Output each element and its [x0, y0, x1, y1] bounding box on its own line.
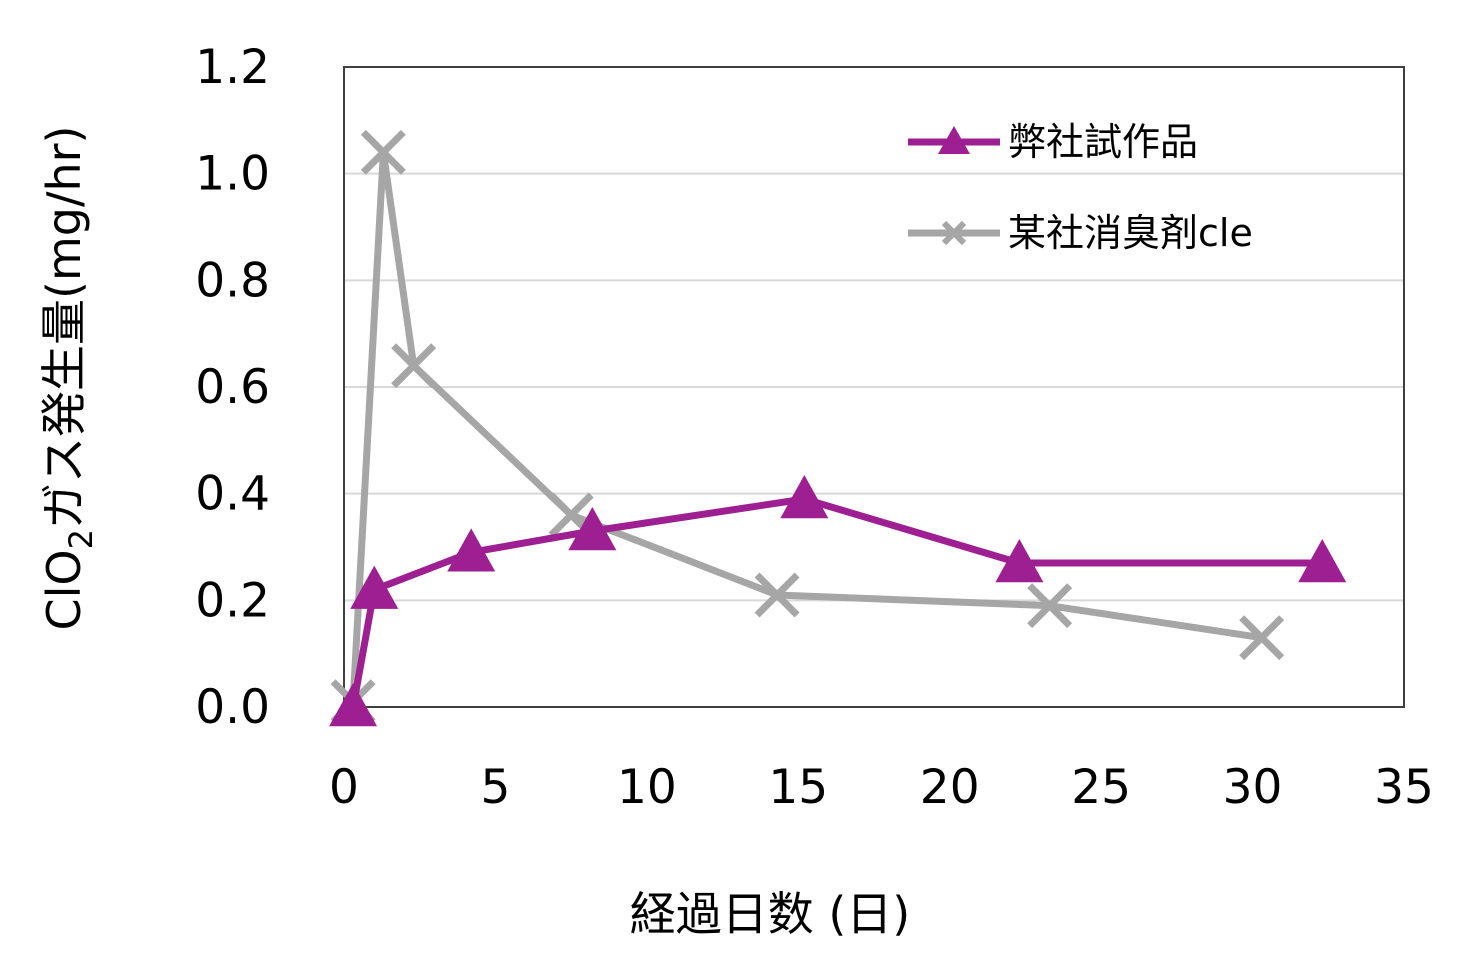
y-tick-label-0: 0.0	[195, 680, 270, 735]
y-axis-title-subscript: 2	[62, 529, 100, 549]
x-tick-label-3: 15	[768, 760, 828, 815]
x-axis-title: 経過日数 (日)	[630, 887, 911, 941]
legend-item-1: 某社消臭剤cle	[908, 211, 1253, 255]
x-axis-tick-labels: 0 5 10 15 20 25 30 35	[329, 760, 1434, 815]
y-axis-title-main: ClO	[37, 549, 91, 630]
y-axis-tick-labels: 0.0 0.2 0.4 0.6 0.8 1.0 1.2	[195, 40, 270, 735]
x-tick-label-7: 35	[1374, 760, 1434, 815]
series-1-point-4	[754, 572, 800, 618]
series-1-point-2	[391, 343, 437, 389]
x-tick-label-6: 30	[1223, 760, 1283, 815]
series-0-line	[349, 495, 1323, 708]
x-tick-label-5: 25	[1071, 760, 1131, 815]
y-tick-label-1: 0.2	[195, 573, 270, 628]
y-tick-label-4: 0.8	[195, 253, 270, 308]
series-0-point-3	[568, 507, 617, 551]
x-tick-label-4: 20	[920, 760, 980, 815]
series-1-point-1	[360, 129, 406, 175]
y-axis-title: ClO2ガス発生量(mg/hr)	[37, 126, 100, 631]
series-1-point-6	[1239, 615, 1285, 661]
legend-item-0: 弊社試作品	[908, 120, 1198, 164]
plot-area-frame	[343, 66, 1405, 708]
series-0	[329, 475, 1347, 727]
series-0-point-2	[447, 528, 496, 572]
legend-label-0: 弊社試作品	[1008, 120, 1198, 164]
y-tick-label-2: 0.4	[195, 467, 270, 522]
x-tick-label-0: 0	[329, 760, 359, 815]
y-tick-label-5: 1.0	[195, 147, 270, 202]
x-tick-label-2: 10	[617, 760, 677, 815]
y-tick-label-6: 1.2	[195, 40, 270, 95]
legend-label-1: 某社消臭剤cle	[1008, 211, 1253, 255]
series-0-point-4	[780, 475, 829, 519]
series-0-point-0	[329, 683, 378, 727]
series-0-point-1	[350, 565, 399, 609]
series-0-point-5	[995, 539, 1044, 583]
series-0-point-6	[1298, 539, 1347, 583]
series-1-point-5	[1027, 583, 1073, 629]
y-axis-title-rest: ガス発生量(mg/hr)	[37, 126, 91, 529]
y-tick-label-3: 0.6	[195, 360, 270, 415]
x-tick-label-1: 5	[480, 760, 510, 815]
series-layer	[329, 129, 1347, 727]
series-1	[330, 129, 1285, 725]
gridlines	[344, 172, 1404, 602]
legend-marker-1	[941, 220, 967, 246]
legend-marker-0	[938, 126, 970, 154]
